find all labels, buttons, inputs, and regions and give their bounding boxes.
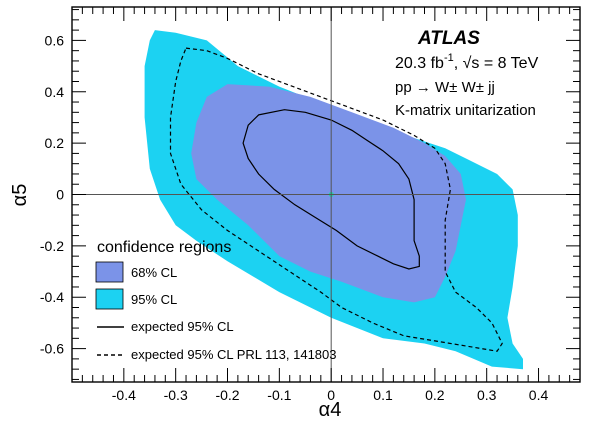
legend-swatch-68	[95, 261, 124, 283]
x-tick-label: 0.4	[529, 387, 549, 403]
x-tick-label: 0.2	[425, 387, 445, 403]
x-tick-label: -0.2	[215, 387, 239, 403]
legend-label-expected: expected 95% CL	[131, 319, 234, 334]
tick-labels: -0.4 -0.3 -0.2 -0.1 0 0.1 0.2 0.3 0.4 -0.6 -0.4 -0.…	[40, 32, 549, 403]
y-tick-label: 0.2	[45, 135, 65, 151]
x-axis-label: α4	[319, 399, 342, 421]
x-tick-label: -0.4	[112, 387, 136, 403]
y-tick-label: 0.6	[45, 32, 65, 48]
experiment-label: ATLAS	[417, 28, 480, 49]
lumi-superscript: -1	[444, 52, 454, 64]
x-tick-label: -0.3	[164, 387, 188, 403]
method-label: K-matrix unitarization	[395, 102, 536, 119]
region-68-cl	[191, 84, 466, 303]
region-expected-95-cl	[242, 109, 420, 270]
axis-ticks	[71, 7, 581, 382]
lumi-text: 20.3 fb	[395, 55, 444, 72]
x-tick-label: 0	[327, 387, 335, 403]
y-tick-label: -0.2	[40, 238, 64, 254]
y-axis-label: α5	[9, 184, 31, 207]
x-tick-label: -0.1	[267, 387, 291, 403]
lumi-energy-label: 20.3 fb-1, √s = 8 TeV	[395, 52, 539, 72]
y-tick-label: 0	[56, 187, 64, 203]
process-label: pp → W± W± jj	[395, 79, 495, 96]
legend-title: confidence regions	[97, 239, 231, 256]
legend-label-prl: expected 95% CL PRL 113, 141803	[131, 347, 337, 362]
legend-swatch-95	[95, 288, 124, 310]
x-tick-label: 0.3	[477, 387, 497, 403]
y-tick-label: -0.4	[40, 289, 64, 305]
annotations: ATLAS 20.3 fb-1, √s = 8 TeV pp → W± W± j…	[395, 28, 539, 119]
confidence-regions	[144, 30, 523, 370]
x-tick-label: 0.1	[373, 387, 393, 403]
energy-text: , √s = 8 TeV	[454, 55, 539, 72]
reference-lines	[72, 7, 580, 382]
legend-label-95: 95% CL	[131, 292, 177, 307]
legend: confidence regions 68% CL 95% CL expecte…	[95, 239, 337, 362]
legend-label-68: 68% CL	[131, 265, 177, 280]
region-expected-95-cl-prl-113-141803	[169, 47, 503, 352]
y-tick-label: -0.6	[40, 341, 64, 357]
y-tick-label: 0.4	[45, 84, 65, 100]
